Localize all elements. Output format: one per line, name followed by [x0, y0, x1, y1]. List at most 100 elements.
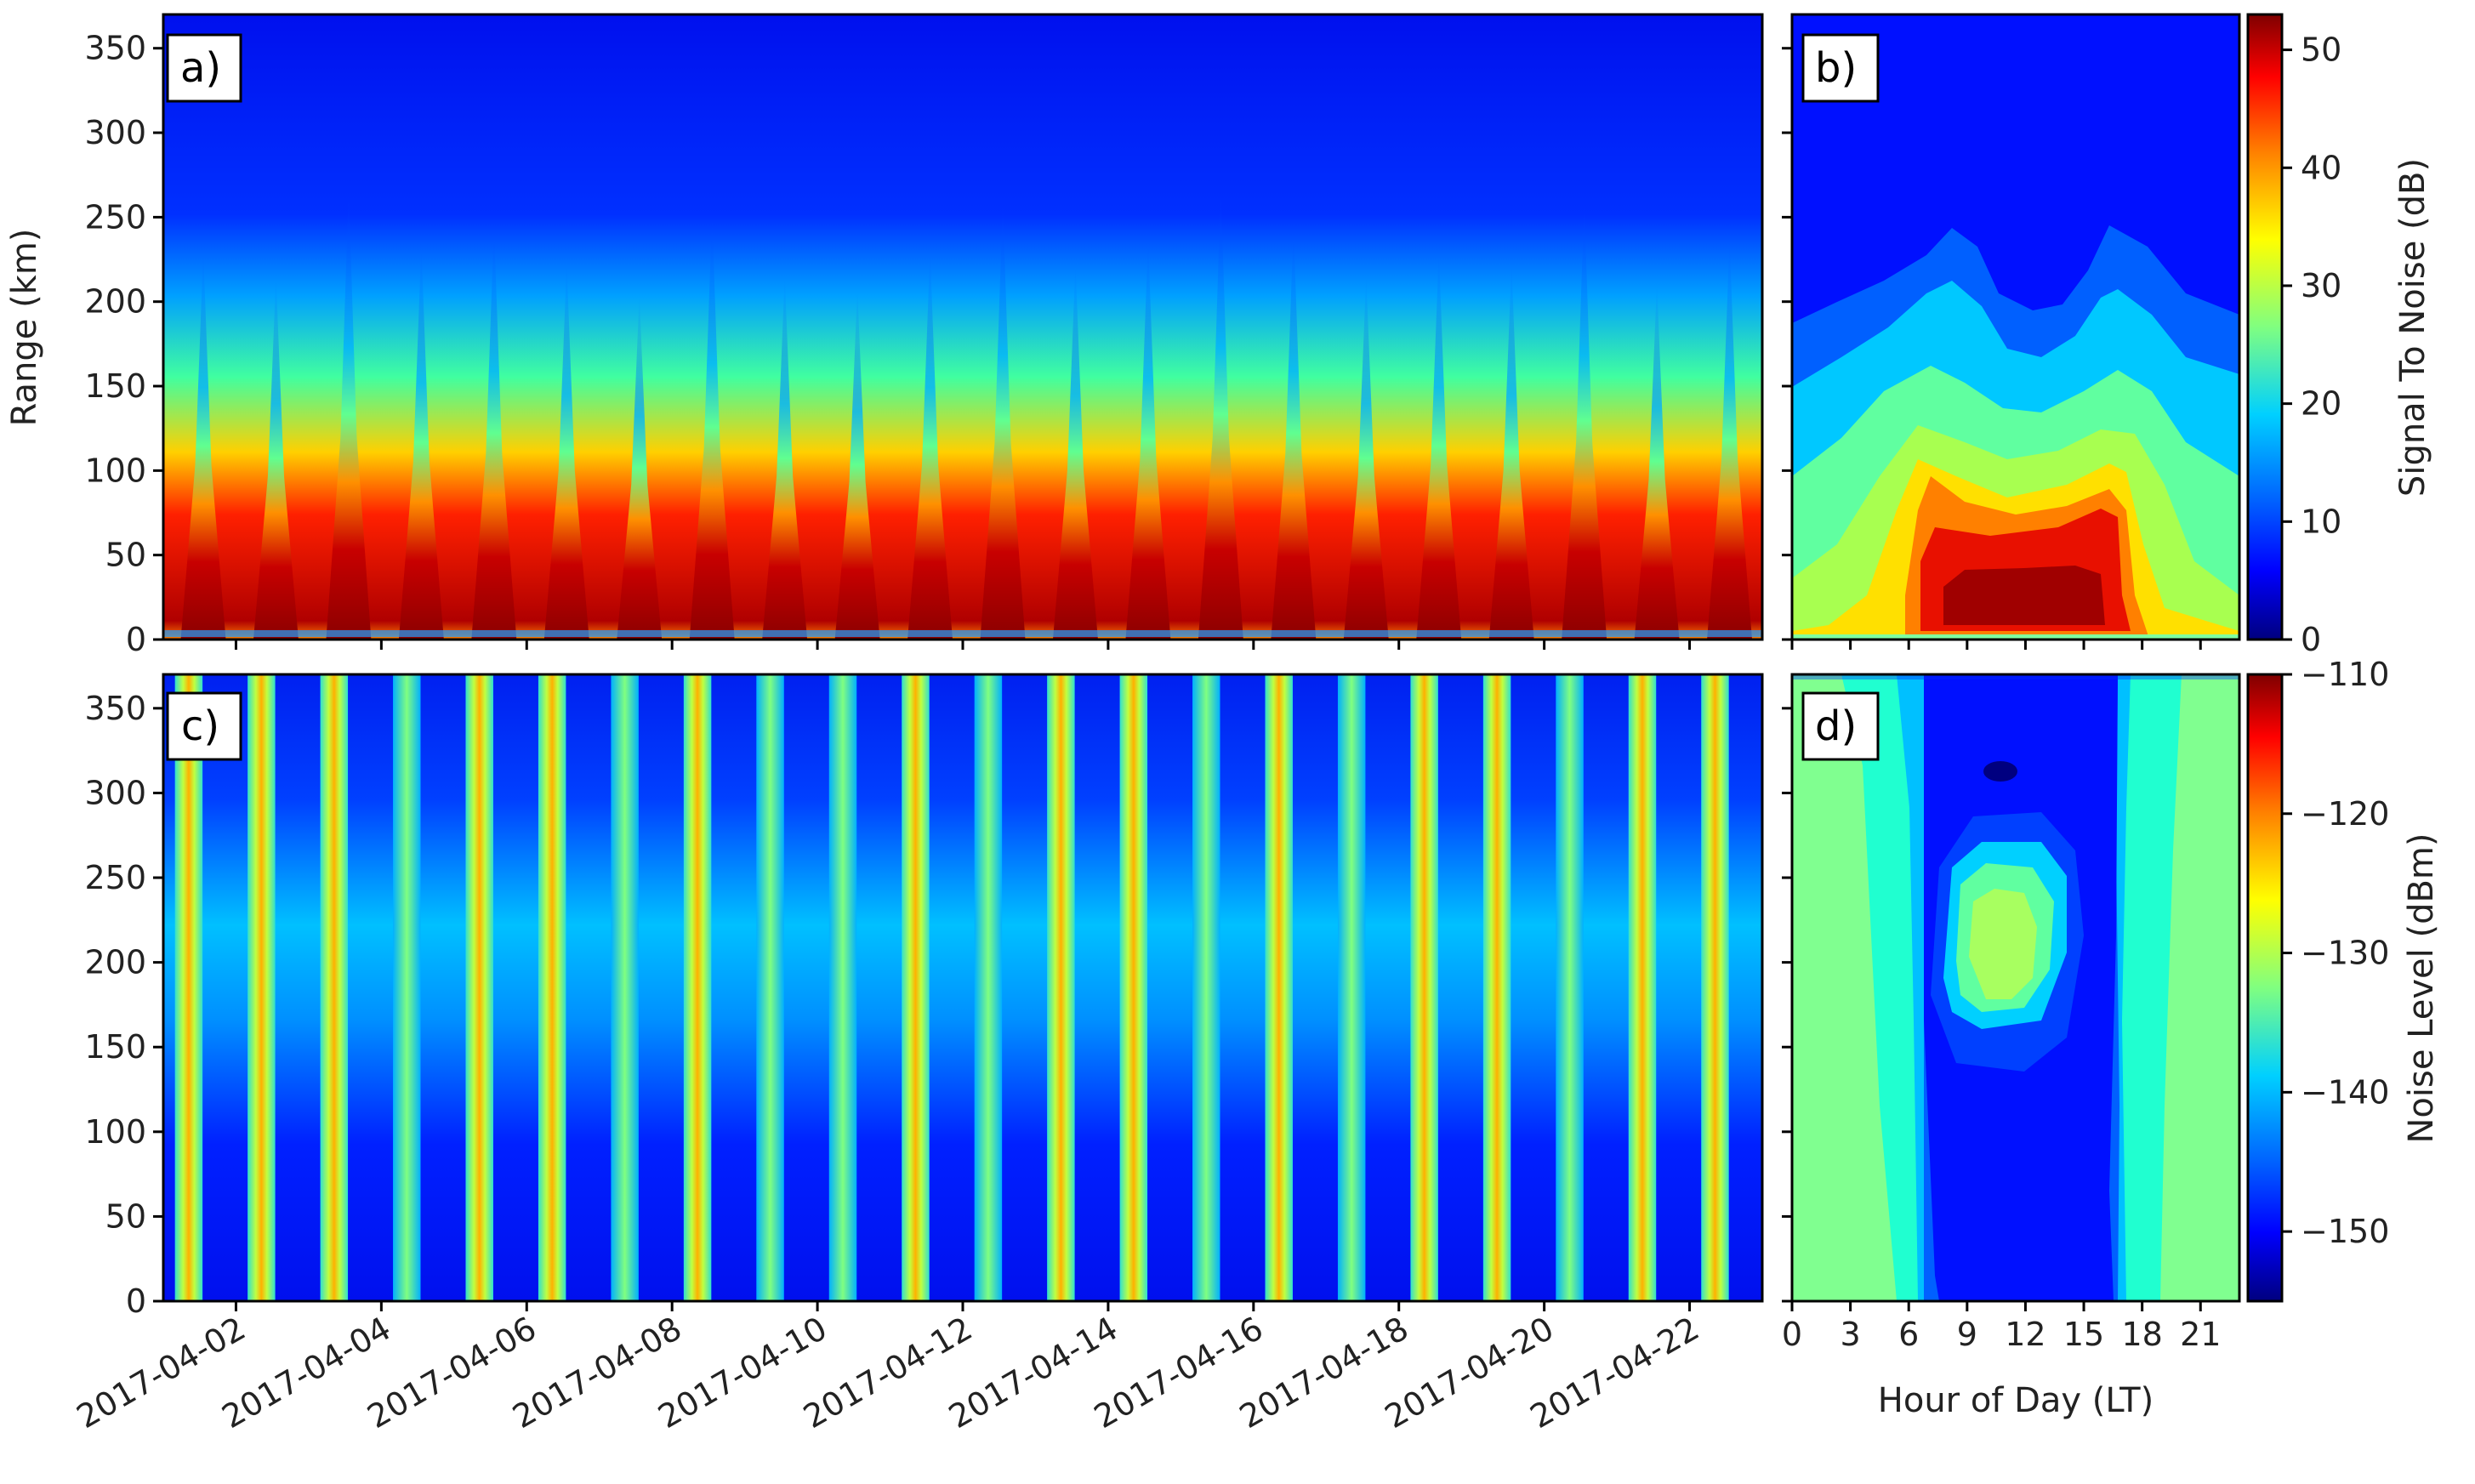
- noise-band: [320, 674, 349, 1301]
- colorbar-tick-label: 0: [2301, 621, 2321, 658]
- snr-spike: [689, 214, 735, 640]
- snr-spike: [834, 289, 880, 640]
- y-tick-label: 50: [105, 537, 146, 574]
- noise-band: [1482, 674, 1511, 1301]
- snr-spike: [1198, 189, 1243, 640]
- x-tick-label: 6: [1898, 1316, 1919, 1353]
- panel-b: b) 0 10 20 30 40 50 Signal To Noise (dB): [1782, 13, 2432, 658]
- noise-band: [1192, 674, 1220, 1301]
- y-tick-label: 200: [84, 283, 146, 321]
- panel-b-ground-strip: [1792, 634, 2239, 640]
- panel-d-upper-anomaly-4: [1969, 889, 2037, 999]
- noise-band: [1628, 674, 1657, 1301]
- colorbar-d-label: Noise Level (dBm): [2402, 833, 2441, 1144]
- panel-b-label-box: [1801, 33, 1880, 103]
- colorbar-d-ticks: −110 −120 −130 −140 −150: [2282, 656, 2389, 1250]
- noise-band: [974, 674, 1003, 1301]
- panel-d-axes: 0 3 6 9 12 15 18 21: [1782, 707, 2221, 1353]
- snr-spike: [253, 276, 299, 640]
- y-tick-label: 100: [84, 452, 146, 489]
- panel-b-label: b): [1815, 44, 1857, 92]
- colorbar-tick-label: 10: [2301, 503, 2341, 540]
- noise-band: [756, 674, 784, 1301]
- panel-d-top-strip: [1792, 674, 2239, 679]
- panel-a-ylabel: Range (km): [5, 229, 44, 427]
- panel-a: 0 50 100 150 200 250 300 350 a) Range (km): [5, 13, 1764, 658]
- snr-spike: [543, 264, 589, 640]
- y-tick-label: 250: [84, 859, 146, 896]
- noise-band: [1410, 674, 1438, 1301]
- snr-spike: [617, 295, 663, 640]
- noise-band: [611, 674, 639, 1301]
- snr-spike: [762, 276, 808, 640]
- y-tick-label: 100: [84, 1113, 146, 1151]
- y-tick-label: 0: [126, 1282, 146, 1320]
- y-tick-label: 300: [84, 114, 146, 151]
- colorbar-b-label: Signal To Noise (dB): [2393, 158, 2432, 497]
- colorbar-tick-label: 20: [2301, 385, 2341, 423]
- y-tick-label: 0: [126, 621, 146, 658]
- panel-b-frame: [1790, 13, 2241, 641]
- snr-spike: [1125, 239, 1171, 640]
- colorbar-tick-label: 30: [2301, 267, 2341, 304]
- panel-a-label-box: [166, 33, 242, 103]
- snr-spike: [1052, 264, 1098, 640]
- y-tick-label: 350: [84, 30, 146, 67]
- snr-spike: [1634, 283, 1680, 640]
- x-tick-label: 9: [1957, 1316, 1977, 1353]
- noise-band: [902, 674, 930, 1301]
- x-tick-label: 3: [1841, 1316, 1861, 1353]
- snr-spike: [908, 252, 953, 640]
- x-tick-label: 21: [2180, 1316, 2221, 1353]
- noise-band: [1119, 674, 1148, 1301]
- y-tick-label: 150: [84, 1028, 146, 1066]
- noise-band: [1047, 674, 1075, 1301]
- snr-spike: [1707, 239, 1753, 640]
- colorbar-tick-label: −150: [2301, 1213, 2389, 1250]
- y-tick-label: 150: [84, 367, 146, 405]
- panel-d: 0 3 6 9 12 15 18 21 d) Hour of Day (LT) −110 −12…: [1782, 656, 2441, 1420]
- panel-d-label: d): [1815, 702, 1857, 750]
- noise-band: [1337, 674, 1366, 1301]
- snr-spike: [1343, 276, 1389, 640]
- colorbar-d: [2246, 673, 2284, 1303]
- panel-a-daily-spikes: [180, 189, 1753, 640]
- noise-band: [174, 674, 203, 1301]
- colorbar-b-ticks: 0 10 20 30 40 50: [2282, 31, 2341, 658]
- noise-band: [393, 674, 421, 1301]
- panel-d-label-box: [1801, 691, 1880, 761]
- snr-spike: [326, 189, 372, 640]
- snr-spike: [1488, 264, 1534, 640]
- colorbar-tick-label: −140: [2301, 1073, 2389, 1111]
- snr-spike: [980, 202, 1026, 640]
- noise-band: [1701, 674, 1729, 1301]
- snr-spike: [471, 226, 517, 640]
- panel-d-xlabel: Hour of Day (LT): [1878, 1381, 2154, 1420]
- colorbar-tick-label: −120: [2301, 795, 2389, 833]
- colorbar-tick-label: −130: [2301, 935, 2389, 972]
- y-tick-label: 350: [84, 690, 146, 727]
- panel-b-level-8: [1943, 566, 2105, 625]
- snr-spike: [1271, 226, 1317, 640]
- x-tick-label: 12: [2005, 1316, 2045, 1353]
- panel-a-ground-strip: [163, 630, 1762, 637]
- noise-band: [538, 674, 566, 1301]
- panel-b-y-axis: [1782, 47, 2202, 650]
- colorbar-tick-label: 50: [2301, 31, 2341, 69]
- y-tick-label: 200: [84, 944, 146, 981]
- snr-spike: [180, 252, 226, 640]
- colorbar-tick-label: 40: [2301, 149, 2341, 186]
- x-tick-label: 15: [2063, 1316, 2104, 1353]
- noise-band: [828, 674, 857, 1301]
- panel-c-noise-bands: [174, 674, 1729, 1301]
- x-tick-label: 0: [1782, 1316, 1802, 1353]
- panel-c: 0501001502002503003502017-04-022017-04-0…: [71, 673, 1764, 1436]
- noise-band: [248, 674, 276, 1301]
- colorbar-b: [2246, 13, 2284, 641]
- colorbar-tick-label: −110: [2301, 656, 2389, 693]
- noise-band: [683, 674, 712, 1301]
- snr-spike: [1416, 252, 1462, 640]
- panel-c-label: c): [181, 702, 219, 750]
- y-tick-label: 250: [84, 198, 146, 236]
